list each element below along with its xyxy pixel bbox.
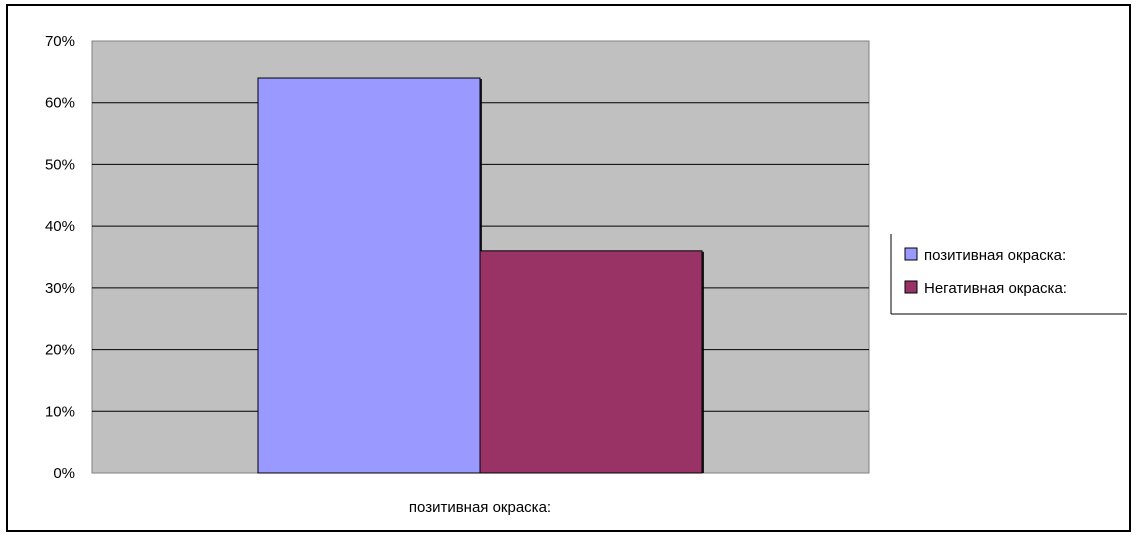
legend-box: [891, 234, 1127, 314]
y-tick-label: 20%: [45, 342, 75, 359]
legend-swatch: [904, 280, 918, 294]
y-tick-label: 10%: [45, 403, 75, 420]
y-tick-label: 30%: [45, 280, 75, 297]
y-tick-label: 50%: [45, 156, 75, 173]
bar: [257, 77, 481, 474]
legend-swatch: [904, 247, 918, 261]
bar: [479, 250, 703, 474]
legend-label: Негативная окраска:: [924, 280, 1067, 297]
bars: [257, 77, 704, 474]
y-tick-label: 60%: [45, 95, 75, 112]
legend-label: позитивная окраска:: [924, 247, 1066, 264]
x-axis: позитивная окраска:: [409, 499, 551, 516]
y-tick-label: 40%: [45, 218, 75, 235]
x-category-label: позитивная окраска:: [409, 499, 551, 516]
legend: позитивная окраска: Негативная окраска:: [890, 234, 1127, 315]
y-tick-label: 70%: [45, 33, 75, 50]
y-axis: 0% 10% 20% 30% 40% 50% 60% 70%: [45, 33, 75, 482]
y-tick-label: 0%: [53, 465, 75, 482]
